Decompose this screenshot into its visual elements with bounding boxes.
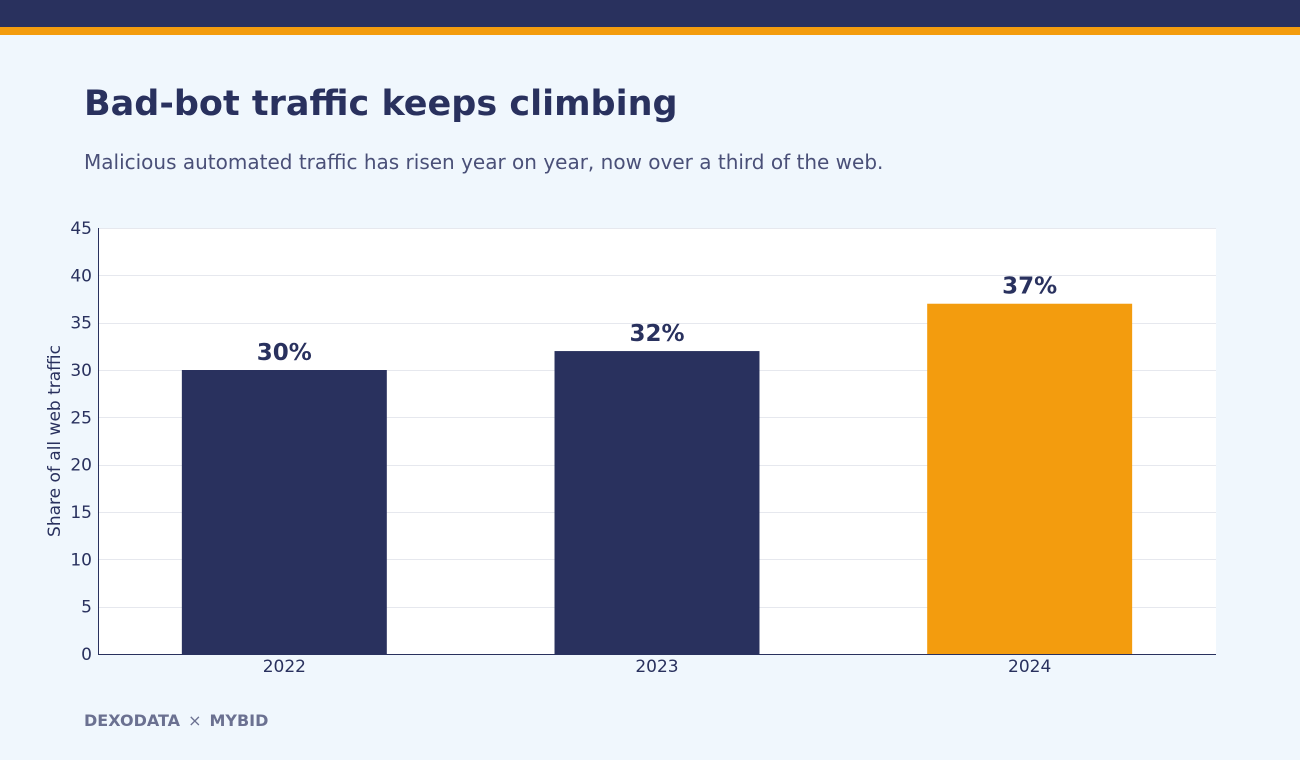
- footer-brand-mybid: MYBID: [209, 711, 269, 730]
- bar-2024: [927, 303, 1133, 654]
- axes: [98, 228, 1216, 655]
- y-tick-label: 15: [70, 503, 92, 523]
- top-banner-bar: [0, 0, 1300, 27]
- y-tick-label: 10: [70, 550, 92, 570]
- y-tick-labels: 0 5 10 15 20 25 30 35 40 45: [70, 219, 92, 665]
- data-label-2024: 37%: [1002, 274, 1057, 300]
- y-tick-label: 0: [81, 645, 92, 665]
- x-tick-label-2022: 2022: [263, 657, 306, 677]
- y-tick-label: 5: [81, 598, 92, 618]
- data-label-2023: 32%: [629, 321, 684, 347]
- footer-brands: DEXODATA × MYBID: [84, 710, 268, 732]
- y-tick-label: 25: [70, 408, 92, 428]
- y-axis-label: Share of all web traffic: [45, 345, 65, 537]
- chart-title: Bad-bot traffic keeps climbing: [84, 84, 678, 124]
- y-tick-label: 35: [70, 314, 92, 334]
- y-tick-label: 40: [70, 266, 92, 286]
- footer-separator: ×: [188, 711, 202, 730]
- y-tick-label: 30: [70, 361, 92, 381]
- x-tick-label-2023: 2023: [635, 657, 678, 677]
- x-tick-label-2024: 2024: [1008, 657, 1051, 677]
- bar-2022: [181, 370, 387, 654]
- x-tick-labels: 2022 2023 2024: [263, 657, 1052, 677]
- y-tick-label: 45: [70, 219, 92, 239]
- chart-subtitle: Malicious automated traffic has risen ye…: [84, 150, 884, 174]
- footer-brand-dexodata: DEXODATA: [84, 711, 181, 730]
- data-labels: 30% 32% 37%: [257, 274, 1057, 366]
- accent-stripe: [0, 27, 1300, 35]
- data-label-2022: 30%: [257, 340, 312, 366]
- y-tick-label: 20: [70, 456, 92, 476]
- bars: [181, 303, 1133, 654]
- bar-2023: [554, 351, 760, 654]
